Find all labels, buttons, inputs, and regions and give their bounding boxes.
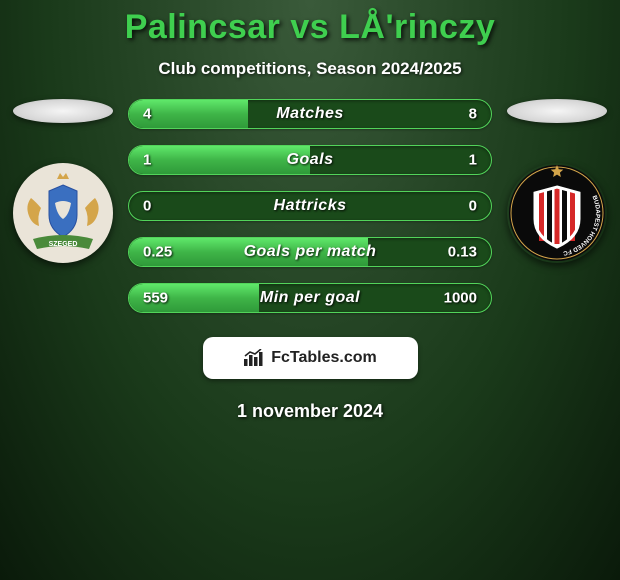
- main-row: SZEGED 4 Matches 8 1 Goals 1 0 Hattricks 0 0.25 Go…: [0, 99, 620, 329]
- stat-value-left: 0: [143, 198, 151, 215]
- stat-value-right: 8: [469, 106, 477, 123]
- crest-left-text: SZEGED: [49, 241, 78, 248]
- stat-label: Goals per match: [244, 243, 377, 261]
- left-ellipse: [13, 99, 113, 123]
- stat-value-left: 0.25: [143, 244, 172, 261]
- stat-bar: 559 Min per goal 1000: [128, 283, 492, 313]
- brand-text: FcTables.com: [271, 349, 377, 367]
- stat-label: Min per goal: [260, 289, 360, 307]
- subtitle: Club competitions, Season 2024/2025: [0, 59, 620, 79]
- right-column: BUDAPEST HONVED FC: [502, 99, 612, 263]
- stat-value-right: 0: [469, 198, 477, 215]
- stat-bar: 0 Hattricks 0: [128, 191, 492, 221]
- date-text: 1 november 2024: [0, 401, 620, 422]
- stat-bar: 4 Matches 8: [128, 99, 492, 129]
- stat-value-left: 1: [143, 152, 151, 169]
- right-ellipse: [507, 99, 607, 123]
- page-title: Palincsar vs LÅ'rinczy: [0, 0, 620, 47]
- brand-logo[interactable]: FcTables.com: [203, 337, 418, 379]
- left-team-crest: SZEGED: [13, 163, 113, 263]
- stat-value-right: 0.13: [448, 244, 477, 261]
- stat-label: Goals: [287, 151, 334, 169]
- stat-label: Matches: [276, 105, 344, 123]
- stat-label: Hattricks: [274, 197, 347, 215]
- stat-bar: 1 Goals 1: [128, 145, 492, 175]
- stat-bar: 0.25 Goals per match 0.13: [128, 237, 492, 267]
- stats-block: 4 Matches 8 1 Goals 1 0 Hattricks 0 0.25 Goals per…: [118, 99, 502, 329]
- chart-icon: [243, 349, 265, 367]
- stat-value-right: 1000: [444, 290, 477, 307]
- stat-value-left: 4: [143, 106, 151, 123]
- stat-fill-left: [129, 146, 310, 174]
- stat-value-left: 559: [143, 290, 168, 307]
- left-column: SZEGED: [8, 99, 118, 263]
- stat-value-right: 1: [469, 152, 477, 169]
- right-team-crest: BUDAPEST HONVED FC: [507, 163, 607, 263]
